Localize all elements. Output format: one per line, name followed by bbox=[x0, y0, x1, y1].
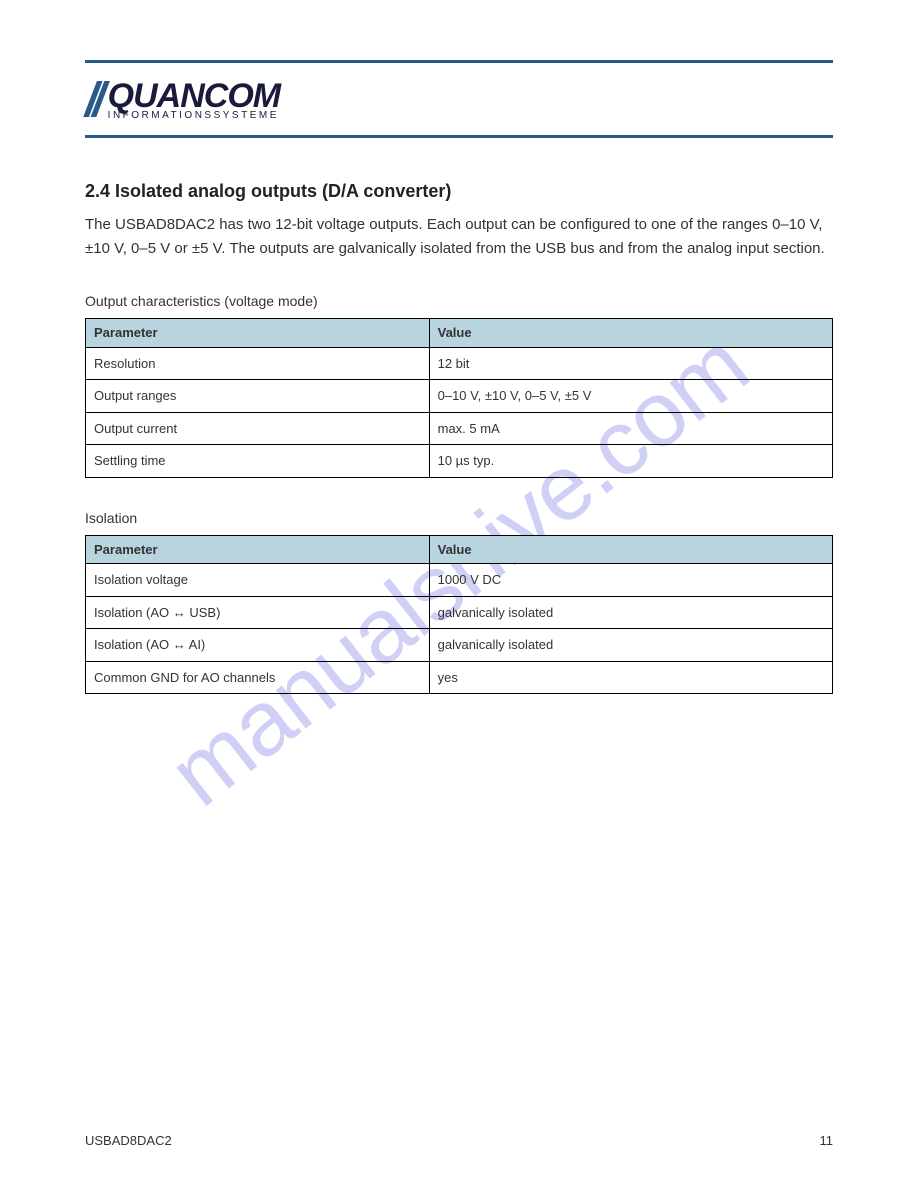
cell: Resolution bbox=[86, 347, 430, 380]
table1-header-left: Parameter bbox=[86, 319, 430, 348]
table2-header-right: Value bbox=[429, 535, 832, 564]
cell: 0–10 V, ±10 V, 0–5 V, ±5 V bbox=[429, 380, 832, 413]
cell: Output current bbox=[86, 412, 430, 445]
logo-main-text: QUANCOM bbox=[108, 81, 280, 112]
table-row: Resolution 12 bit bbox=[86, 347, 833, 380]
header-rule-top bbox=[85, 60, 833, 63]
cell: Isolation voltage bbox=[86, 564, 430, 597]
table2: Parameter Value Isolation voltage 1000 V… bbox=[85, 535, 833, 695]
cell: 1000 V DC bbox=[429, 564, 832, 597]
logo: // QUANCOM INFORMATIONSSYSTEME bbox=[85, 77, 833, 125]
section-heading: 2.4 Isolated analog outputs (D/A convert… bbox=[85, 178, 833, 205]
table-row: Settling time 10 µs typ. bbox=[86, 445, 833, 478]
footer: USBAD8DAC2 11 bbox=[85, 1133, 833, 1148]
table1-header-right: Value bbox=[429, 319, 832, 348]
cell: yes bbox=[429, 661, 832, 694]
cell: 12 bit bbox=[429, 347, 832, 380]
table1-caption: Output characteristics (voltage mode) bbox=[85, 291, 833, 312]
cell: galvanically isolated bbox=[429, 596, 832, 629]
section-paragraph: The USBAD8DAC2 has two 12-bit voltage ou… bbox=[85, 213, 833, 261]
page: // QUANCOM INFORMATIONSSYSTEME 2.4 Isola… bbox=[0, 0, 918, 744]
logo-slash-icon: // bbox=[85, 77, 100, 125]
footer-page-number: 11 bbox=[820, 1133, 834, 1148]
cell: Isolation (AO ↔ AI) bbox=[86, 629, 430, 662]
cell: max. 5 mA bbox=[429, 412, 832, 445]
table-header-row: Parameter Value bbox=[86, 535, 833, 564]
footer-left: USBAD8DAC2 bbox=[85, 1133, 172, 1148]
table1: Parameter Value Resolution 12 bit Output… bbox=[85, 318, 833, 478]
table-row: Output ranges 0–10 V, ±10 V, 0–5 V, ±5 V bbox=[86, 380, 833, 413]
table-row: Isolation (AO ↔ AI) galvanically isolate… bbox=[86, 629, 833, 662]
section-body: 2.4 Isolated analog outputs (D/A convert… bbox=[85, 178, 833, 694]
table-row: Common GND for AO channels yes bbox=[86, 661, 833, 694]
header-rule-bottom bbox=[85, 135, 833, 138]
table-row: Output current max. 5 mA bbox=[86, 412, 833, 445]
logo-text: QUANCOM INFORMATIONSSYSTEME bbox=[108, 81, 280, 121]
table-row: Isolation voltage 1000 V DC bbox=[86, 564, 833, 597]
table-header-row: Parameter Value bbox=[86, 319, 833, 348]
table2-caption: Isolation bbox=[85, 508, 833, 529]
cell: Isolation (AO ↔ USB) bbox=[86, 596, 430, 629]
cell: Settling time bbox=[86, 445, 430, 478]
table2-header-left: Parameter bbox=[86, 535, 430, 564]
cell: Common GND for AO channels bbox=[86, 661, 430, 694]
table-row: Isolation (AO ↔ USB) galvanically isolat… bbox=[86, 596, 833, 629]
logo-sub-text: INFORMATIONSSYSTEME bbox=[108, 110, 280, 121]
cell: galvanically isolated bbox=[429, 629, 832, 662]
cell: 10 µs typ. bbox=[429, 445, 832, 478]
cell: Output ranges bbox=[86, 380, 430, 413]
